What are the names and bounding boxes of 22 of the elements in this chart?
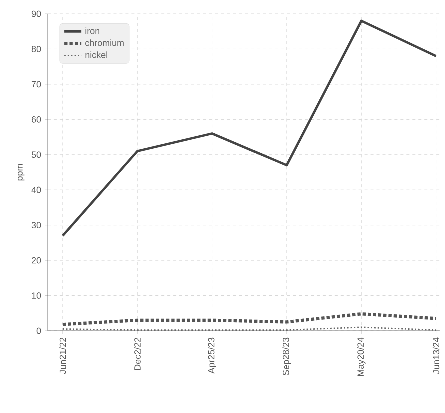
x-tick-label: Apr25/23: [208, 338, 216, 374]
x-tick-label: Sep28/23: [282, 338, 292, 376]
y-axis-title: ppm: [18, 164, 25, 181]
y-tick-label: 0: [36, 328, 42, 334]
y-tick-label: 20: [32, 257, 42, 264]
y-tick-label: 30: [32, 222, 42, 229]
y-tick-label: 70: [32, 81, 42, 88]
line-series: [62, 20, 438, 238]
legend-label: iron: [86, 28, 100, 34]
y-tick-label: 90: [32, 10, 42, 18]
y-tick-label: 80: [32, 46, 42, 52]
y-tick-label: 10: [32, 292, 42, 299]
y-tick-label: 50: [32, 152, 42, 158]
x-tick-label: Jun21/22: [60, 338, 66, 374]
x-tick-label: Dec2/22: [134, 338, 141, 370]
legend-label: chromium: [86, 40, 124, 46]
x-tick-label: May20/24: [357, 338, 366, 376]
line-series: [61, 312, 438, 326]
x-tick-label: Jun13/24: [432, 338, 440, 374]
legend-label: nickel: [86, 52, 108, 58]
y-tick-label: 60: [32, 116, 42, 123]
y-tick-label: 40: [32, 186, 42, 194]
